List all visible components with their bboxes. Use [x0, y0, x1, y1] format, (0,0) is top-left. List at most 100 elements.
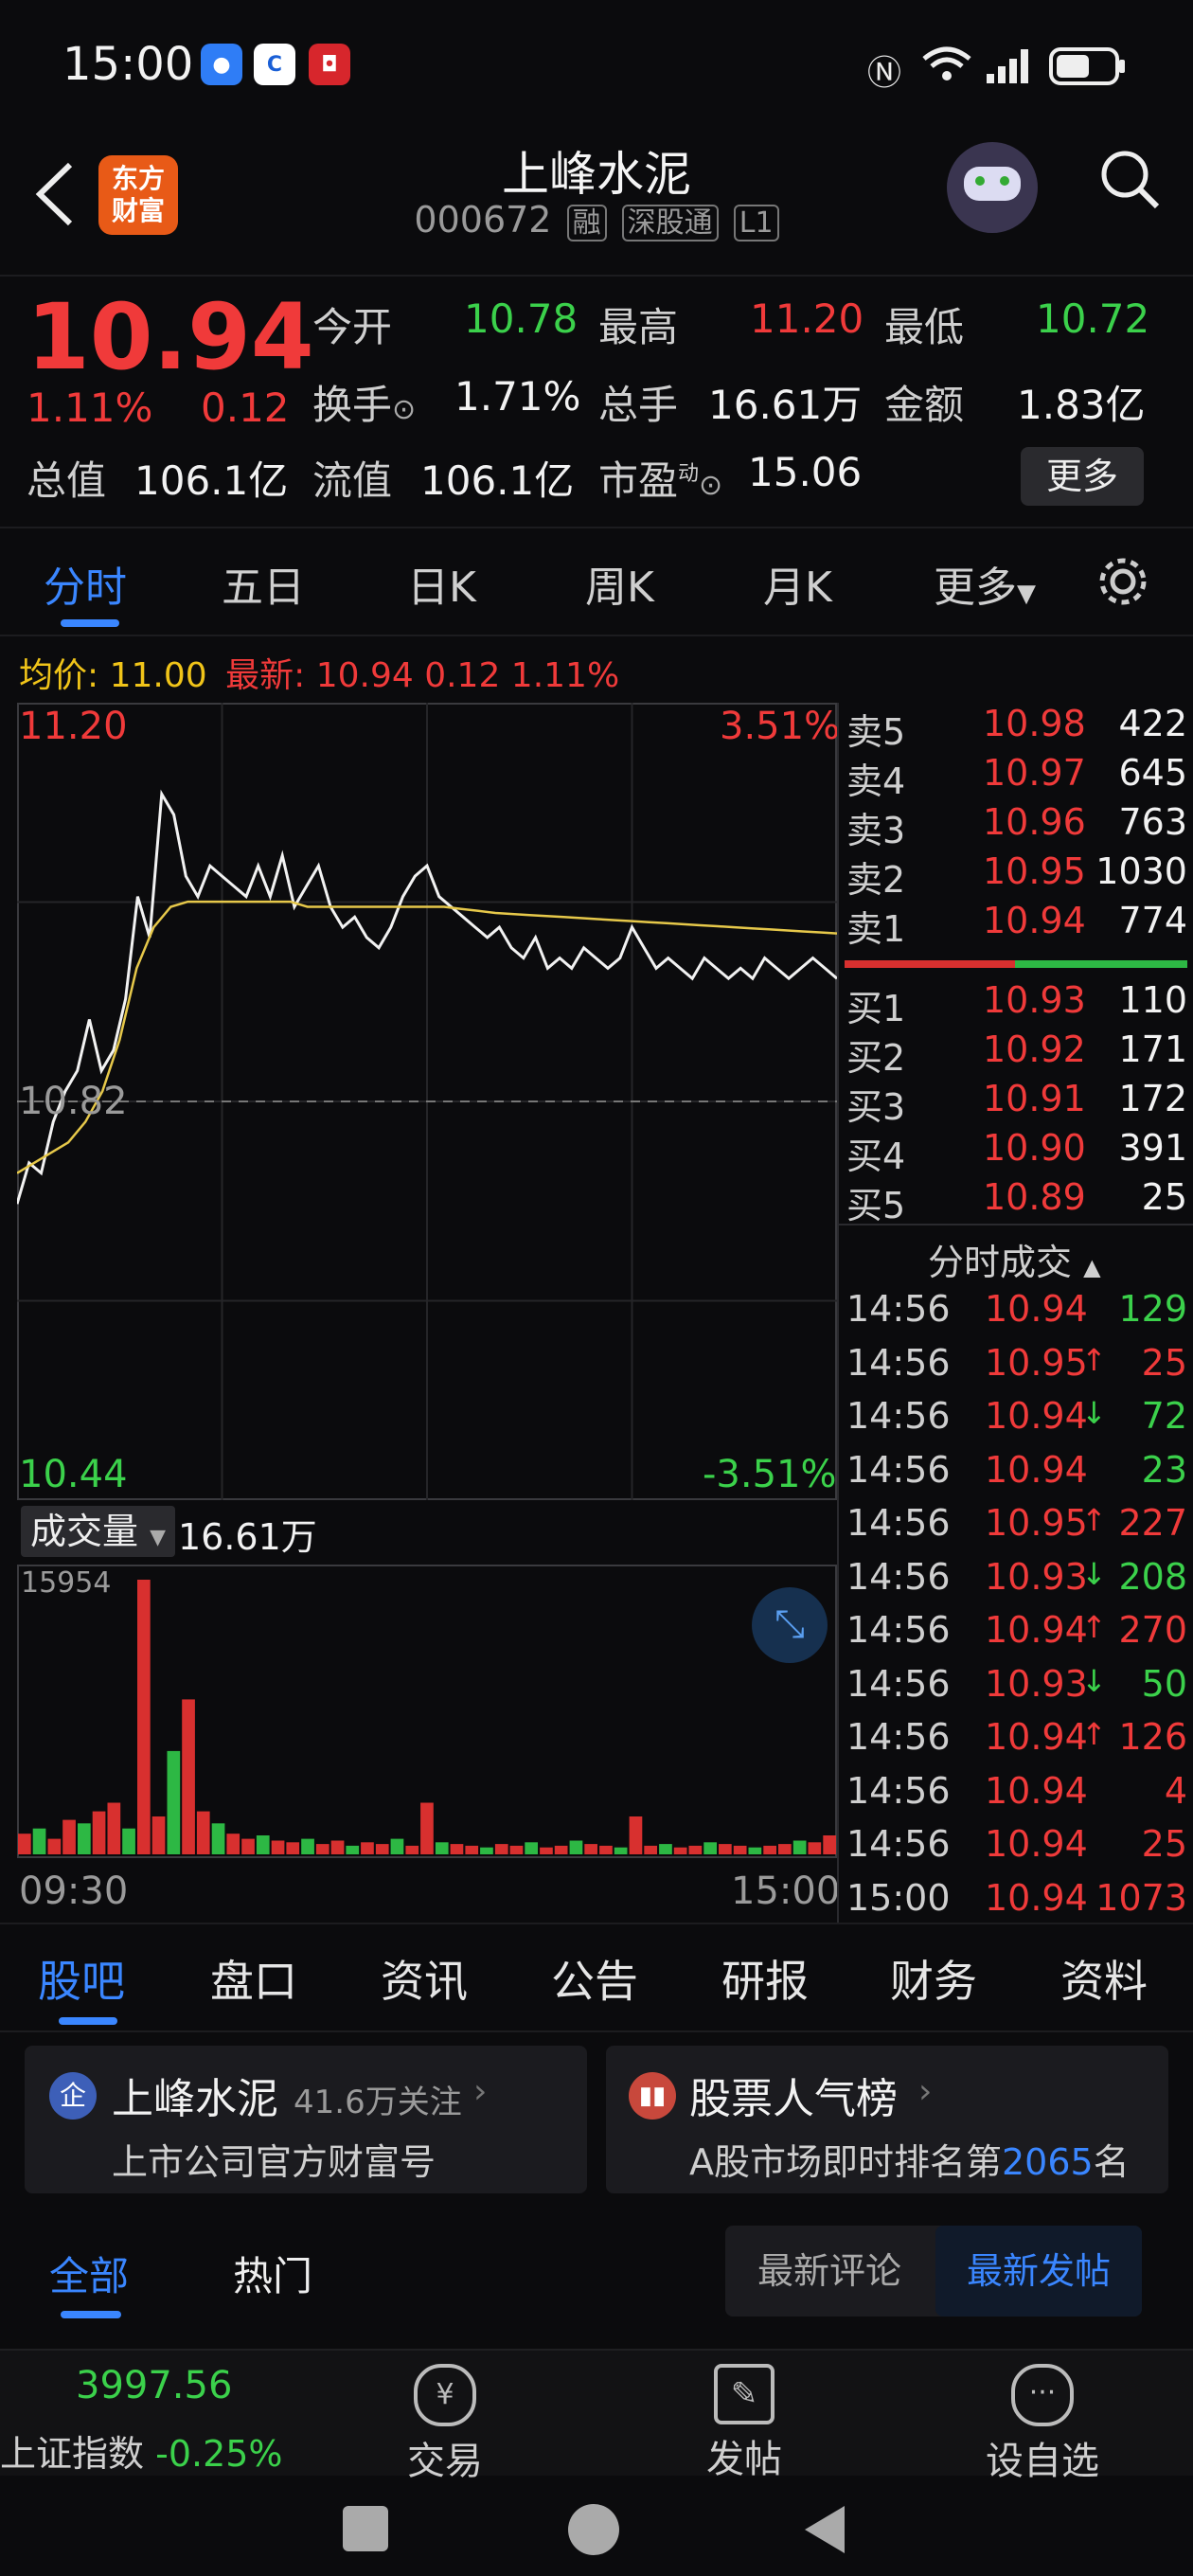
tab-orderbook[interactable]: 盘口 — [210, 1956, 297, 2007]
tick-price: 10.94 — [985, 1716, 1088, 1758]
pe-label: 市盈动⊙ — [598, 449, 722, 507]
volume-bar — [47, 1838, 62, 1854]
index-value[interactable]: 3997.56 — [76, 2364, 233, 2407]
tick-price: 10.94 — [985, 1876, 1088, 1919]
back-nav-icon[interactable] — [801, 2504, 846, 2555]
y-min-label: 10.44 — [19, 1453, 128, 1496]
tick-time: 14:56 — [846, 1769, 951, 1812]
watchlist-label: 设自选 — [986, 2440, 1099, 2483]
pe-info-icon[interactable]: ⊙ — [699, 469, 723, 502]
trade-nav[interactable]: ¥ 交易 — [398, 2364, 492, 2485]
volume-bar — [494, 1844, 508, 1854]
low-value: 10.72 — [1036, 295, 1150, 342]
tick-row: 14:56 10.95 ↑ 25 — [845, 1342, 1187, 1396]
info-icon[interactable]: ⊙ — [392, 393, 417, 426]
price-line-series — [17, 789, 837, 1205]
tab-news[interactable]: 资讯 — [381, 1956, 468, 2007]
ask-price: 10.97 — [983, 752, 1086, 794]
volume-bar — [78, 1823, 91, 1854]
tab-intraday[interactable]: 分时 — [44, 564, 127, 612]
volume-bar — [182, 1699, 195, 1854]
volume-bar — [584, 1844, 597, 1854]
post-nav[interactable]: ✎ 发帖 — [697, 2364, 792, 2483]
volume-bar — [62, 1819, 76, 1854]
popularity-card[interactable]: ▮▮ 股票人气榜 › A股市场即时排名第2065名 — [606, 2046, 1168, 2193]
tab-finance[interactable]: 财务 — [890, 1956, 977, 2007]
volume-bar — [480, 1847, 493, 1854]
tag-level: L1 — [733, 205, 779, 242]
company-card[interactable]: 企 上峰水泥 41.6万关注 › 上市公司官方财富号 — [25, 2046, 587, 2193]
volume-bar — [271, 1840, 285, 1854]
volume-bar — [748, 1847, 762, 1854]
tab-weekly-k[interactable]: 周K — [585, 564, 654, 612]
ask-price: 10.94 — [983, 900, 1086, 941]
ask-label: 卖1 — [846, 908, 906, 950]
tick-time: 14:56 — [846, 1662, 951, 1705]
tick-volume: 4 — [1164, 1769, 1187, 1812]
tick-row: 14:56 10.93 ↓ 50 — [845, 1663, 1187, 1717]
ask-row: 卖2 10.95 1030 — [845, 850, 1187, 901]
bid-price: 10.89 — [983, 1176, 1086, 1218]
tab-forum[interactable]: 股吧 — [38, 1956, 125, 2007]
tab-indicator — [61, 619, 119, 627]
bid-label: 买1 — [846, 988, 906, 1029]
popularity-sub-suffix: 名 — [1093, 2141, 1130, 2183]
robot-avatar-icon[interactable] — [947, 142, 1038, 233]
high-label: 最高 — [598, 304, 679, 350]
tab-announcements[interactable]: 公告 — [551, 1956, 638, 2007]
forum-tab-hot[interactable]: 热门 — [233, 2253, 313, 2299]
more-button[interactable]: 更多 — [1021, 447, 1144, 506]
x-start-label: 09:30 — [19, 1869, 129, 1913]
tab-profile[interactable]: 资料 — [1060, 1956, 1148, 2007]
bid-volume: 110 — [1118, 979, 1187, 1021]
popularity-card-title: 股票人气榜 — [689, 2075, 898, 2123]
current-price: 10.94 — [27, 284, 314, 390]
volume-bar — [569, 1840, 583, 1854]
ask-volume: 645 — [1118, 752, 1187, 794]
tick-volume: 208 — [1118, 1555, 1187, 1598]
recent-apps-icon[interactable] — [343, 2506, 388, 2551]
volume-chart[interactable] — [17, 1565, 837, 1858]
ask-price: 10.95 — [983, 850, 1086, 892]
volume-bar — [450, 1844, 464, 1854]
tab-more-label: 更多 — [934, 564, 1017, 612]
ask-label: 卖2 — [846, 859, 906, 901]
float-cap-label: 流值 — [312, 457, 393, 504]
volume-bar — [122, 1828, 135, 1854]
avg-label: 均价: — [19, 656, 99, 695]
browser-icon: C — [254, 44, 295, 85]
pe-label-text: 市盈 — [598, 457, 679, 504]
tab-daily-k[interactable]: 日K — [407, 564, 476, 612]
home-icon[interactable] — [568, 2504, 619, 2555]
back-icon[interactable] — [34, 161, 76, 227]
tab-monthly-k[interactable]: 月K — [763, 564, 832, 612]
volume-bar — [32, 1828, 46, 1854]
tick-row: 14:56 10.95 ↑ 227 — [845, 1502, 1187, 1556]
search-icon[interactable] — [1098, 148, 1161, 210]
tick-arrow: ↑ — [1081, 1716, 1107, 1752]
settings-gear-icon[interactable] — [1095, 553, 1151, 610]
index-line[interactable]: 上证指数 -0.25% — [0, 2424, 283, 2477]
intraday-price-chart[interactable] — [17, 703, 837, 1500]
ticks-title[interactable]: 分时成交 ▲ — [928, 1233, 1101, 1285]
watchlist-nav[interactable]: ··· 设自选 — [981, 2364, 1104, 2485]
tab-more[interactable]: 更多▼ — [934, 553, 1036, 614]
tab-five-day[interactable]: 五日 — [222, 564, 305, 612]
volume-selector[interactable]: 成交量 ▼ — [21, 1506, 176, 1557]
tick-time: 14:56 — [846, 1823, 951, 1865]
sort-latest-post[interactable]: 最新发帖 — [935, 2226, 1142, 2317]
forum-tab-all[interactable]: 全部 — [49, 2253, 130, 2299]
sort-latest-comment[interactable]: 最新评论 — [757, 2250, 901, 2292]
expand-icon[interactable]: ⤡ — [752, 1587, 828, 1663]
index-change: -0.25% — [155, 2433, 283, 2475]
volume-bar — [301, 1838, 314, 1854]
bid-price: 10.90 — [983, 1127, 1086, 1169]
volume-bars — [18, 1580, 836, 1854]
volume-bar — [733, 1845, 747, 1854]
tab-research[interactable]: 研报 — [721, 1956, 809, 2007]
avg-line-series — [17, 900, 837, 1174]
amount-label: 金额 — [884, 382, 965, 428]
open-label: 今开 — [312, 304, 393, 350]
chevron-right-icon: › — [918, 2072, 933, 2111]
float-cap-value: 106.1亿 — [420, 457, 575, 504]
